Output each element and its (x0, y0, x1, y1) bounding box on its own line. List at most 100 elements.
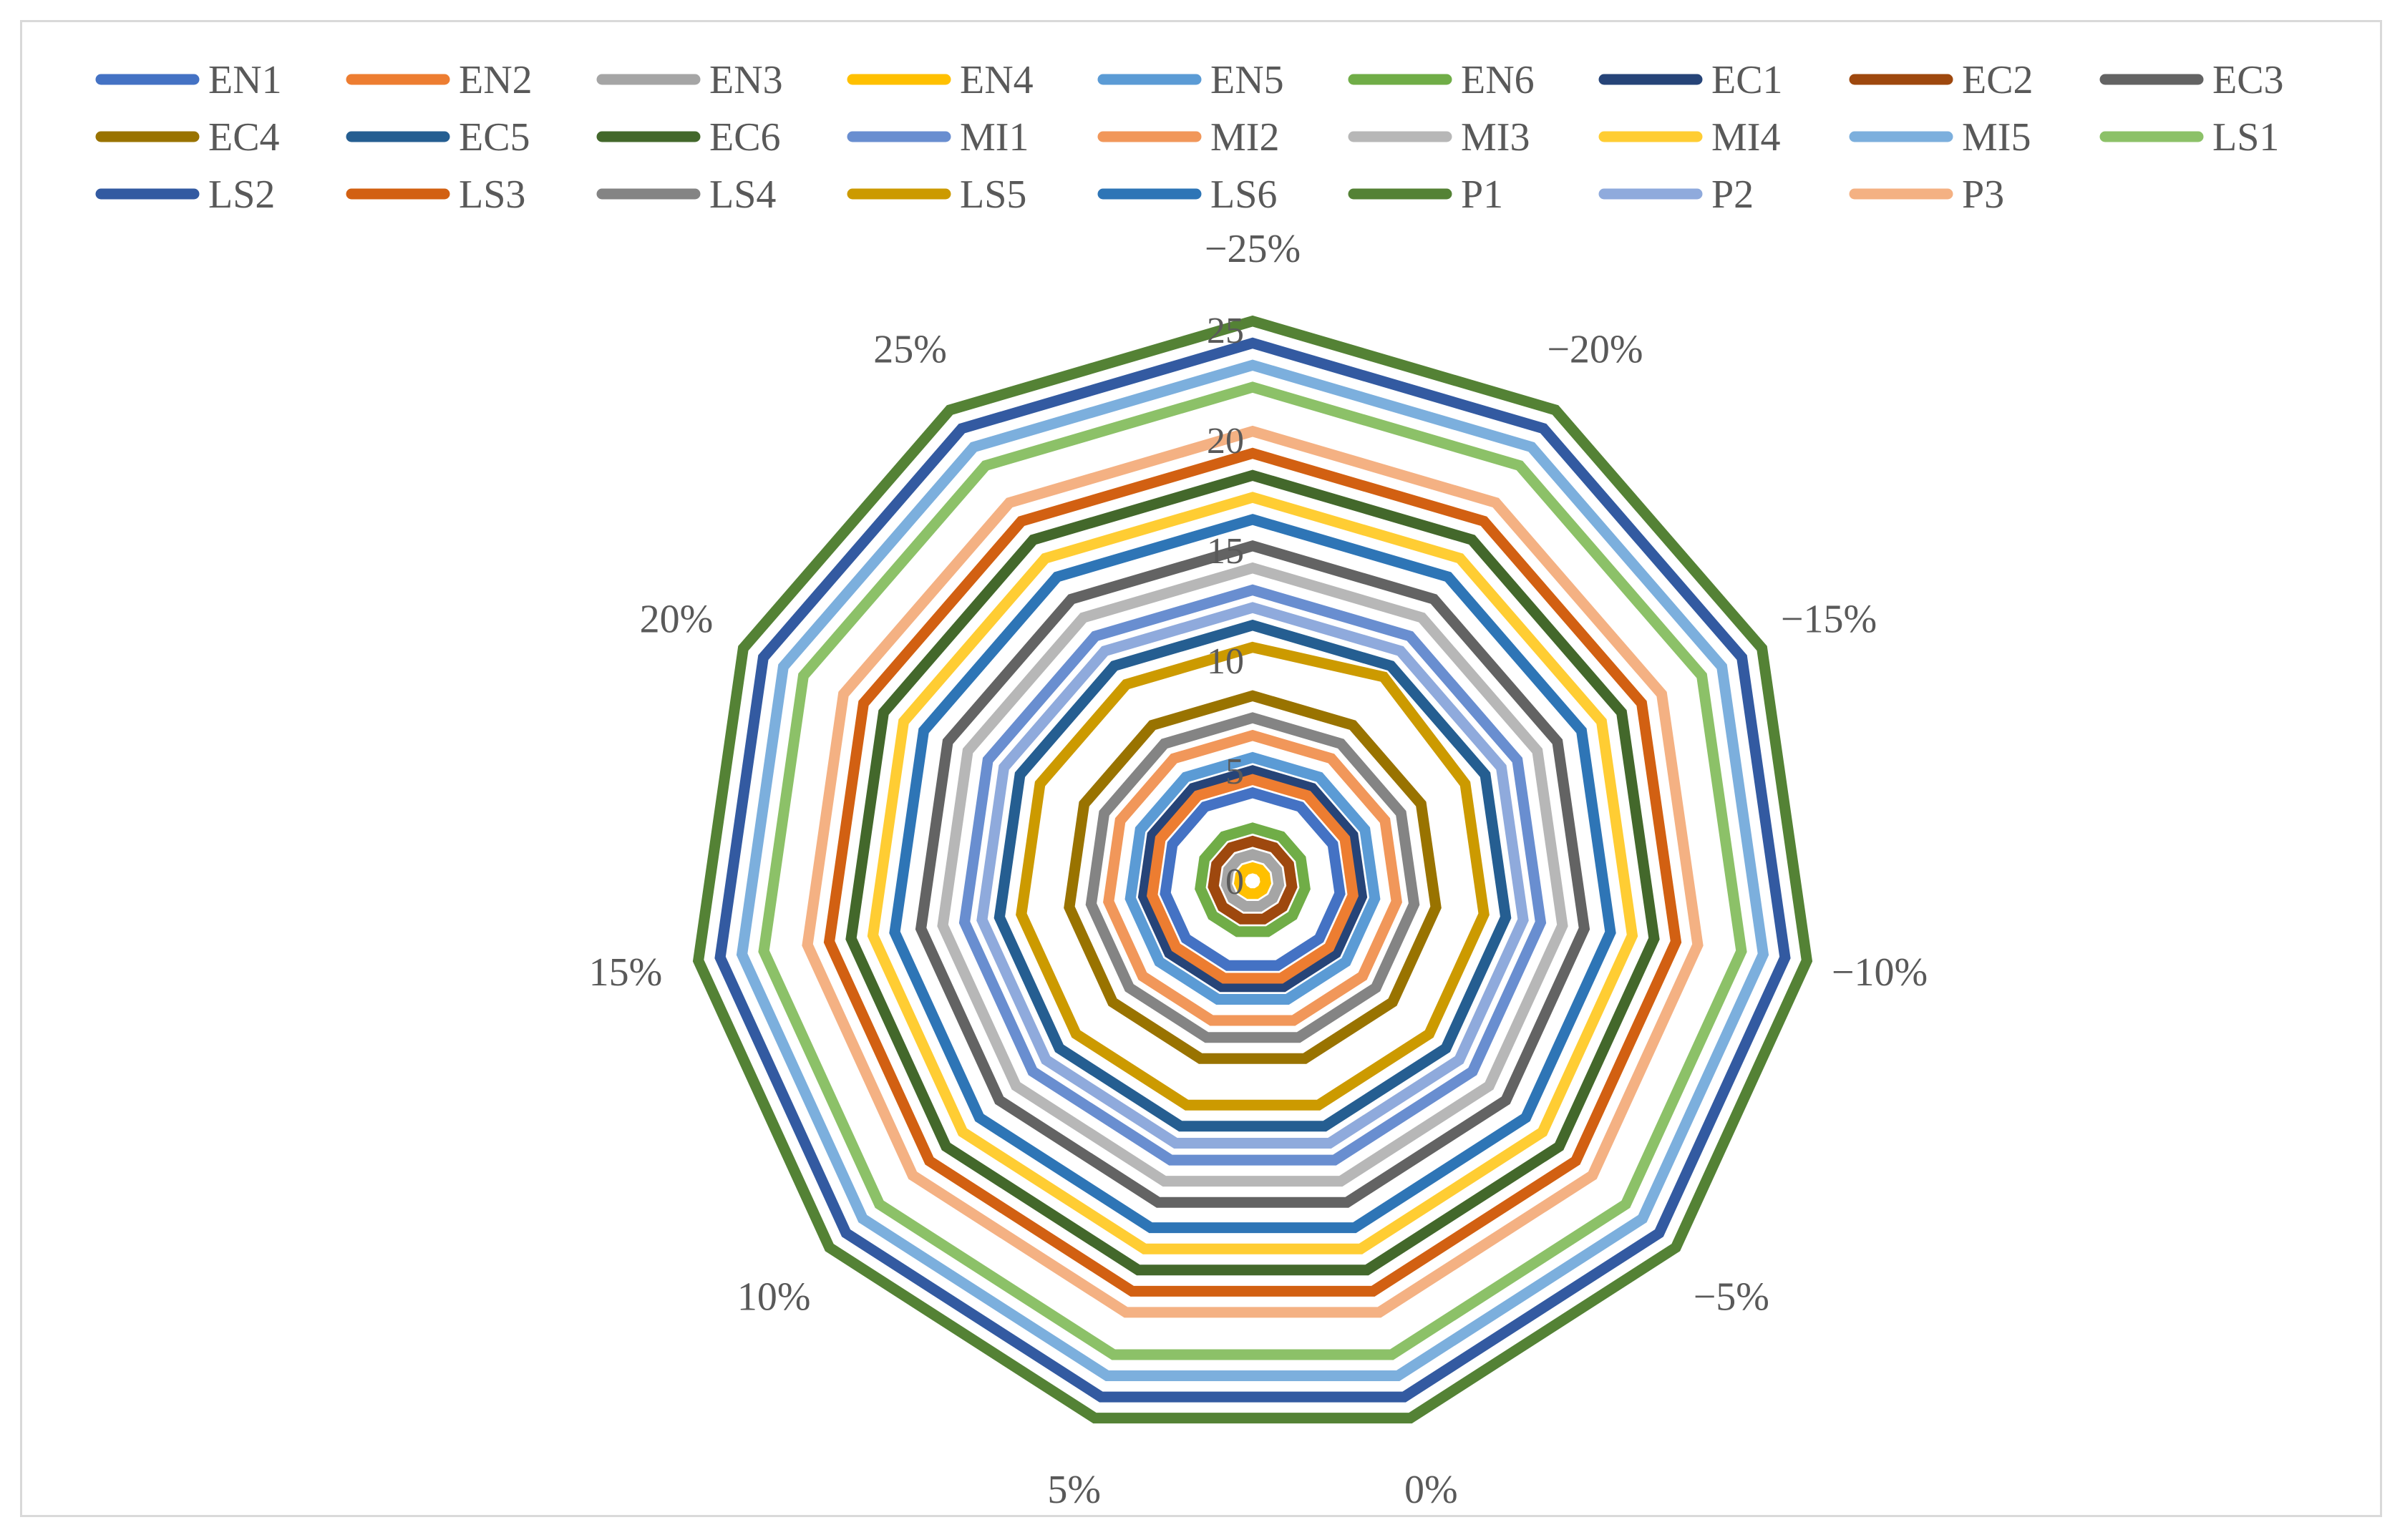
series-line-ec2 (1208, 835, 1298, 925)
legend-item-mi2: MI2 (1097, 115, 1279, 160)
category-label: −25% (1205, 227, 1301, 271)
legend: EN1 EN2 EN3 EN4 EN5 EN6 EC1 EC2 EC3 EC4 EC5 EC6 MI1 M… (95, 58, 2284, 217)
legend-item-en3: EN3 (596, 58, 783, 102)
legend-item-ec1: EC1 (1598, 58, 1783, 102)
legend-item-ec2: EC2 (1849, 58, 2034, 102)
legend-label: EN5 (1210, 58, 1284, 102)
legend-label: LS1 (2212, 115, 2279, 160)
legend-item-ls4: LS4 (596, 172, 776, 217)
legend-item-ls1: LS1 (2099, 115, 2279, 160)
series-line-mi1 (958, 584, 1547, 1166)
legend-label: LS2 (208, 172, 275, 217)
series-line-ec3 (915, 540, 1590, 1208)
series-line-en1 (1160, 786, 1346, 971)
legend-label: LS6 (1210, 172, 1277, 217)
radial-tick-label: 25 (1207, 311, 1244, 351)
series-line-mi3 (937, 562, 1568, 1187)
legend-item-en6: EN6 (1348, 58, 1535, 102)
radial-tick-label: 5 (1225, 751, 1244, 792)
series-line-p2 (976, 602, 1529, 1149)
radial-tick-label: 15 (1207, 531, 1244, 572)
series-line-en6 (1195, 822, 1311, 937)
series-line-mi4 (867, 492, 1638, 1254)
legend-item-p3: P3 (1849, 172, 2004, 217)
legend-item-ec3: EC3 (2099, 58, 2284, 102)
series-line-ls5 (1016, 641, 1490, 1111)
legend-item-ls2: LS2 (95, 172, 275, 217)
radial-tick-label: 0 (1225, 862, 1244, 902)
series-line-ec5 (993, 619, 1512, 1132)
category-label: −5% (1694, 1275, 1769, 1320)
category-label: 25% (873, 327, 947, 371)
radar-chart: 0 5 10 15 20 25 −25% −20% −15% −10% −5% 0% 5% 10% 15%… (95, 58, 2284, 1512)
legend-label: MI1 (960, 115, 1029, 160)
legend-item-en1: EN1 (95, 58, 282, 102)
series-line-ls3 (823, 447, 1682, 1297)
legend-label: EN1 (208, 58, 282, 102)
legend-item-ec5: EC5 (346, 115, 530, 160)
legend-item-mi4: MI4 (1598, 115, 1780, 160)
radial-tick-label: 10 (1207, 641, 1244, 682)
legend-label: LS4 (709, 172, 776, 217)
legend-item-mi1: MI1 (847, 115, 1029, 160)
legend-label: EN6 (1461, 58, 1535, 102)
legend-item-p1: P1 (1348, 172, 1503, 217)
legend-item-ls5: LS5 (847, 172, 1026, 217)
legend-item-ec6: EC6 (596, 115, 781, 160)
series-line-p1 (692, 315, 1813, 1424)
legend-label: EC4 (208, 115, 280, 160)
legend-item-en2: EN2 (346, 58, 533, 102)
legend-label: EN3 (709, 58, 783, 102)
series-line-mi5 (736, 359, 1769, 1382)
legend-label: EN2 (459, 58, 533, 102)
category-label: 10% (737, 1275, 811, 1320)
series-line-mi2 (1103, 729, 1402, 1026)
series-layer (692, 315, 1813, 1424)
series-line-ec1 (1137, 765, 1368, 993)
series-line-en4 (1233, 862, 1272, 900)
legend-item-mi3: MI3 (1348, 115, 1530, 160)
legend-item-ls6: LS6 (1097, 172, 1277, 217)
legend-item-en4: EN4 (847, 58, 1034, 102)
legend-label: MI2 (1210, 115, 1279, 160)
category-label: 5% (1047, 1468, 1101, 1512)
legend-label: MI5 (1962, 115, 2031, 160)
radial-tick-label: 20 (1207, 421, 1244, 462)
legend-item-ec4: EC4 (95, 115, 280, 160)
category-label: 15% (589, 950, 663, 995)
chart-frame: 0 5 10 15 20 25 −25% −20% −15% −10% −5% 0% 5% 10% 15%… (20, 20, 2382, 1517)
legend-item-p2: P2 (1598, 172, 1754, 217)
category-label: −10% (1832, 950, 1928, 995)
series-line-ls1 (758, 381, 1747, 1360)
legend-item-en5: EN5 (1097, 58, 1284, 102)
legend-label: P2 (1711, 172, 1754, 217)
legend-label: EC5 (459, 115, 530, 160)
series-line-en3 (1220, 849, 1285, 912)
legend-label: MI4 (1711, 115, 1780, 160)
category-label: −15% (1781, 597, 1877, 641)
series-line-ls6 (889, 514, 1616, 1234)
series-line-ec4 (1064, 690, 1442, 1064)
legend-label: MI3 (1461, 115, 1530, 160)
series-line-ec6 (845, 469, 1660, 1276)
legend-label: EN4 (960, 58, 1034, 102)
category-label: −20% (1547, 327, 1643, 371)
series-line-ls2 (714, 337, 1791, 1403)
series-line-p3 (802, 425, 1704, 1318)
legend-label: EC6 (709, 115, 781, 160)
legend-item-mi5: MI5 (1849, 115, 2031, 160)
legend-label: EC2 (1962, 58, 2034, 102)
legend-label: EC3 (2212, 58, 2284, 102)
series-line-en2 (1147, 774, 1359, 984)
legend-label: LS3 (459, 172, 525, 217)
legend-label: P1 (1461, 172, 1503, 217)
legend-label: LS5 (960, 172, 1026, 217)
radial-tick-layer: 0 5 10 15 20 25 (1207, 311, 1244, 902)
category-label: 20% (640, 597, 714, 641)
category-label: 0% (1404, 1468, 1458, 1512)
series-line-en5 (1124, 751, 1381, 1005)
legend-label: EC1 (1711, 58, 1783, 102)
legend-label: P3 (1962, 172, 2004, 217)
legend-item-ls3: LS3 (346, 172, 525, 217)
category-label-layer: −25% −20% −15% −10% −5% 0% 5% 10% 15% 20% 25% (589, 227, 1928, 1512)
